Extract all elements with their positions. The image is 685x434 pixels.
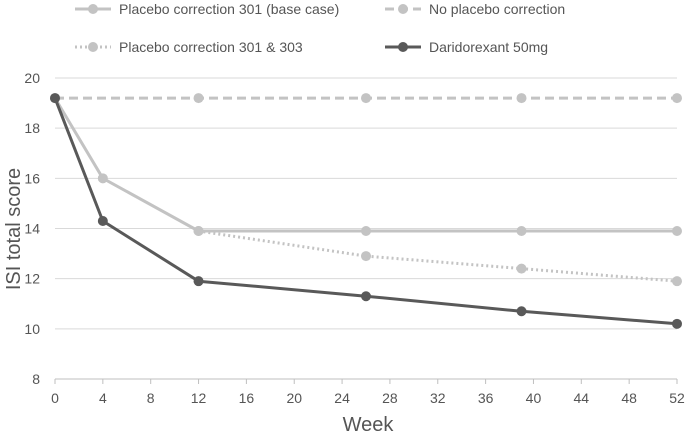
series-no-placebo-correction	[50, 93, 682, 104]
data-point	[672, 276, 682, 287]
y-tick-label: 20	[24, 70, 40, 86]
y-tick-label: 14	[24, 221, 40, 237]
data-point	[516, 93, 527, 104]
legend-swatch-marker	[88, 4, 98, 14]
legend-swatch-marker	[398, 42, 408, 52]
y-tick-label: 10	[24, 321, 40, 337]
x-tick-label: 16	[239, 390, 255, 406]
legend-item-placebo-correction-301-303: Placebo correction 301 & 303	[75, 39, 303, 55]
data-point	[193, 226, 204, 237]
x-tick-label: 48	[621, 390, 637, 406]
data-point	[672, 318, 682, 329]
y-tick-label: 16	[24, 170, 40, 186]
data-point	[516, 226, 527, 237]
data-point	[361, 291, 371, 302]
legend-item-daridorexant-50mg: Daridorexant 50mg	[385, 39, 548, 55]
y-tick-label: 12	[24, 271, 40, 287]
series-line	[53, 97, 678, 326]
x-tick-label: 28	[382, 390, 398, 406]
series-placebo-correction-301-base-case	[50, 93, 682, 237]
x-tick-label: 0	[51, 390, 59, 406]
series-placebo-correction-301-303	[193, 226, 682, 287]
x-tick-label: 40	[526, 390, 542, 406]
y-tick-label: 8	[32, 371, 40, 387]
data-point	[672, 226, 682, 237]
legend-label: Daridorexant 50mg	[429, 39, 548, 55]
x-tick-label: 44	[574, 390, 590, 406]
x-tick-label: 12	[191, 390, 207, 406]
x-tick-label: 36	[478, 390, 494, 406]
data-point	[361, 251, 371, 262]
x-tick-label: 32	[430, 390, 446, 406]
legend: Placebo correction 301 (base case) No pla…	[75, 1, 565, 55]
x-tick-label: 4	[99, 390, 107, 406]
data-point	[361, 226, 371, 237]
legend-item-placebo-correction-301-base-case: Placebo correction 301 (base case)	[75, 1, 339, 17]
data-point	[672, 93, 682, 104]
data-point	[97, 173, 108, 184]
series-layer	[50, 93, 682, 329]
data-point	[193, 276, 204, 287]
data-point	[516, 263, 527, 274]
legend-label: No placebo correction	[429, 1, 565, 17]
x-tick-label: 20	[286, 390, 302, 406]
legend-swatch-marker	[398, 4, 408, 14]
series-line	[53, 97, 677, 233]
y-tick-label: 18	[24, 120, 40, 136]
x-tick-label: 8	[147, 390, 155, 406]
legend-label: Placebo correction 301 (base case)	[119, 1, 339, 17]
series-line	[198, 229, 678, 283]
legend-swatch-marker	[88, 42, 98, 52]
x-axis-title: Week	[343, 414, 395, 434]
data-point	[361, 93, 371, 104]
y-axis-title: ISI total score	[3, 168, 25, 290]
data-point	[516, 306, 527, 317]
data-point	[97, 215, 108, 226]
x-tick-label: 52	[669, 390, 685, 406]
series-daridorexant-50mg	[50, 93, 682, 329]
data-point	[50, 93, 60, 104]
legend-item-no-placebo-correction: No placebo correction	[385, 1, 565, 17]
x-tick-label: 24	[334, 390, 350, 406]
legend-label: Placebo correction 301 & 303	[119, 39, 303, 55]
data-point	[193, 93, 204, 104]
